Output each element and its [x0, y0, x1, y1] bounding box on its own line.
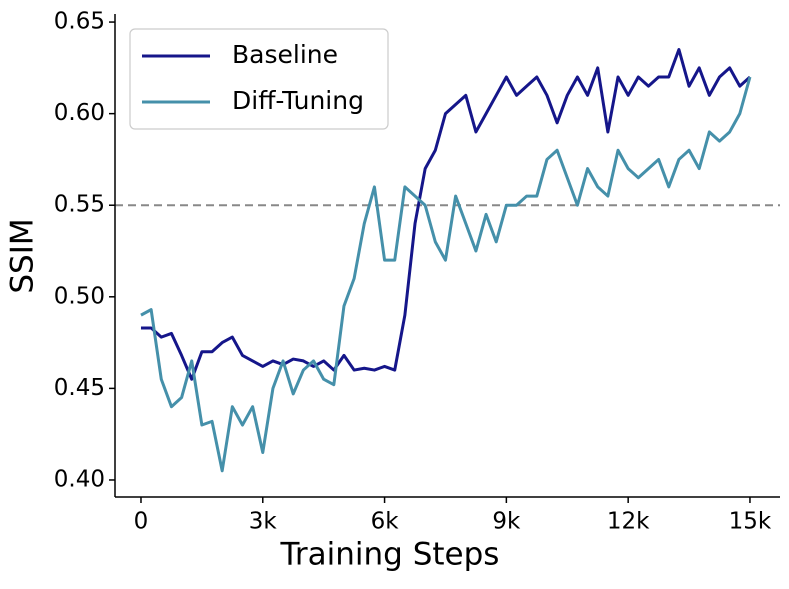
legend-box: [129, 28, 389, 130]
y-tick-label: 0.45: [54, 375, 105, 401]
y-tick-label: 0.40: [54, 466, 105, 492]
data-line: [140, 48, 751, 381]
y-axis-label: SSIM: [5, 218, 41, 293]
y-tick-label: 0.50: [54, 283, 105, 309]
data-line: [140, 76, 752, 473]
x-tick-label: 0: [134, 509, 149, 535]
legend-label: Diff-Tuning: [232, 86, 364, 115]
x-tick-label: 3k: [249, 509, 278, 535]
x-axis-label: Training Steps: [280, 537, 500, 573]
x-tick-label: 9k: [492, 509, 521, 535]
y-tick-label: 0.55: [54, 192, 105, 218]
x-tick-label: 6k: [371, 509, 400, 535]
legend-label: Baseline: [232, 40, 338, 69]
y-tick-label: 0.65: [54, 9, 105, 35]
y-tick-label: 0.60: [54, 100, 105, 126]
x-tick-label: 12k: [607, 509, 650, 535]
x-tick-label: 15k: [729, 509, 772, 535]
